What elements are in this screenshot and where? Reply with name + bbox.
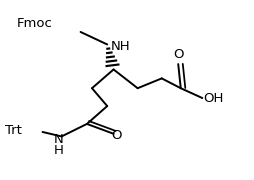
- Text: H: H: [54, 144, 64, 157]
- Text: OH: OH: [203, 92, 223, 105]
- Text: O: O: [110, 129, 121, 142]
- Text: O: O: [172, 48, 183, 61]
- Text: NH: NH: [110, 40, 130, 53]
- Text: N: N: [54, 133, 64, 146]
- Text: Trt: Trt: [5, 124, 22, 137]
- Text: Fmoc: Fmoc: [17, 17, 53, 30]
